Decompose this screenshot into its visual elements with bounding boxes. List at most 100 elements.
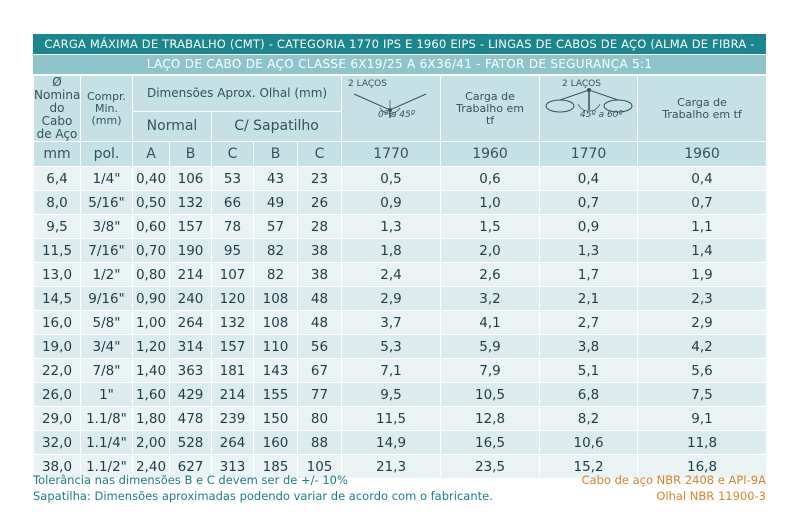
table-cell: 1.1/8"	[80, 406, 133, 431]
table-cell: 3,7	[341, 310, 442, 335]
table-cell: 77	[296, 382, 343, 407]
table-cell: 155	[253, 382, 298, 407]
table-cell: 7,5	[637, 382, 768, 407]
table-cell: 314	[169, 334, 212, 359]
table-cell: 3,2	[440, 286, 541, 311]
table-cell: 14,5	[33, 286, 81, 311]
table-cell: 11,5	[341, 406, 442, 431]
table-cell: 0,60	[132, 214, 170, 239]
icon1-label: 2 LAÇOS	[348, 79, 387, 89]
table-cell: 78	[211, 214, 254, 239]
table-cell: 13,0	[33, 262, 81, 287]
notes-right: Cabo de aço NBR 2408 e API-9A Olhal NBR …	[582, 472, 766, 504]
table-cell: 1.1/2"	[80, 454, 133, 479]
table-cell: 0,7	[637, 190, 768, 215]
table-row: 8,0 5/16" 0,50 132 66 49 26 0,9 1,0 0,7 0,7	[33, 190, 768, 215]
notes-left: Tolerância nas dimensões B e C devem ser…	[33, 472, 493, 504]
header-nominal: Ø Nominal do Cabo de Aço	[33, 75, 81, 142]
table-cell: 313	[211, 454, 254, 479]
table-cell: 21,3	[341, 454, 442, 479]
table-cell: 26	[296, 190, 343, 215]
table-cell: 157	[211, 334, 254, 359]
table-cell: 7/8"	[80, 358, 133, 383]
table-cell: 2,4	[341, 262, 442, 287]
table-cell: 16,5	[440, 430, 541, 455]
table-row: 11,5 7/16" 0,70 190 95 82 38 1,8 2,0 1,3 1,4	[33, 238, 768, 263]
header-c-normal: C	[211, 141, 254, 167]
table-cell: 57	[253, 214, 298, 239]
table-cell: 5,6	[637, 358, 768, 383]
table-row: 29,0 1.1/8" 1,80 478 239 150 80 11,5 12,8 8,2 9,1	[33, 406, 768, 431]
table-cell: 95	[211, 238, 254, 263]
table-cell: 240	[169, 286, 212, 311]
table-cell: 0,7	[539, 190, 639, 215]
load-table: Ø Nominal do Cabo de Aço Compr. Min. (mm…	[33, 75, 768, 479]
table-cell: 7,9	[440, 358, 541, 383]
table-cell: 1,8	[341, 238, 442, 263]
table-cell: 9/16"	[80, 286, 133, 311]
table-cell: 23	[296, 166, 343, 191]
table-cell: 107	[211, 262, 254, 287]
table-body: 6,4 1/4" 0,40 106 53 43 23 0,5 0,6 0,4 0,4 8,0 5/16"…	[33, 166, 768, 479]
table-cell: 2,0	[440, 238, 541, 263]
header-1770-b: 1770	[539, 141, 639, 167]
table-cell: 5,9	[440, 334, 541, 359]
table-subtitle: LAÇO DE CABO DE AÇO CLASSE 6X19/25 A 6X3…	[33, 55, 766, 74]
table-cell: 10,6	[539, 430, 639, 455]
table-cell: 1,5	[440, 214, 541, 239]
table-cell: 1,40	[132, 358, 170, 383]
table-cell: 23,5	[440, 454, 541, 479]
icon2-label: 2 LAÇOS	[562, 79, 601, 89]
table-cell: 1,00	[132, 310, 170, 335]
table-cell: 0,9	[539, 214, 639, 239]
table-row: 14,5 9/16" 0,90 240 120 108 48 2,9 3,2 2,1 2,3	[33, 286, 768, 311]
sling-two-legs-wide-icon	[545, 88, 633, 113]
header-carga-1: Carga de Trabalho em tf	[440, 75, 541, 142]
table-cell: 38	[296, 262, 343, 287]
table-cell: 6,4	[33, 166, 81, 191]
table-cell: 0,4	[539, 166, 639, 191]
table-cell: 88	[296, 430, 343, 455]
table-row: 13,0 1/2" 0,80 214 107 82 38 2,4 2,6 1,7 1,9	[33, 262, 768, 287]
table-cell: 82	[253, 238, 298, 263]
table-cell: 1"	[80, 382, 133, 407]
table-cell: 108	[253, 310, 298, 335]
table-cell: 6,8	[539, 382, 639, 407]
table-cell: 1/2"	[80, 262, 133, 287]
header-compr: Compr. Min. (mm)	[80, 75, 133, 142]
table-cell: 429	[169, 382, 212, 407]
sling-two-legs-icon	[353, 93, 427, 118]
icon2-angle: 45º a 60º	[580, 110, 623, 120]
table-cell: 1,3	[341, 214, 442, 239]
table-cell: 0,80	[132, 262, 170, 287]
table-cell: 1,80	[132, 406, 170, 431]
table-cell: 49	[253, 190, 298, 215]
table-cell: 2,9	[341, 286, 442, 311]
table-cell: 7,1	[341, 358, 442, 383]
table-cell: 8,2	[539, 406, 639, 431]
table-cell: 143	[253, 358, 298, 383]
table-cell: 110	[253, 334, 298, 359]
table-cell: 181	[211, 358, 254, 383]
header-dims: Dimensões Aprox. Olhal (mm)	[131, 75, 343, 112]
table-cell: 3,8	[539, 334, 639, 359]
header-1960-b: 1960	[637, 141, 768, 167]
table-cell: 48	[296, 310, 343, 335]
table-cell: 1,60	[132, 382, 170, 407]
table-cell: 190	[169, 238, 212, 263]
table-cell: 1.1/4"	[80, 430, 133, 455]
table-cell: 1,7	[539, 262, 639, 287]
table-cell: 53	[211, 166, 254, 191]
table-cell: 2,00	[132, 430, 170, 455]
table-cell: 157	[169, 214, 212, 239]
table-cell: 9,5	[341, 382, 442, 407]
table-cell: 2,7	[539, 310, 639, 335]
table-cell: 0,70	[132, 238, 170, 263]
table-row: 38,0 1.1/2" 2,40 627 313 185 105 21,3 23,5 15,2 16…	[33, 454, 768, 479]
table-cell: 48	[296, 286, 343, 311]
note-sapatilha: Sapatilha: Dimensões aproximadas podendo…	[33, 489, 493, 503]
table-cell: 12,8	[440, 406, 541, 431]
table-cell: 0,90	[132, 286, 170, 311]
table-cell: 9,1	[637, 406, 768, 431]
icon1-angle: 0º a 45º	[378, 110, 415, 120]
